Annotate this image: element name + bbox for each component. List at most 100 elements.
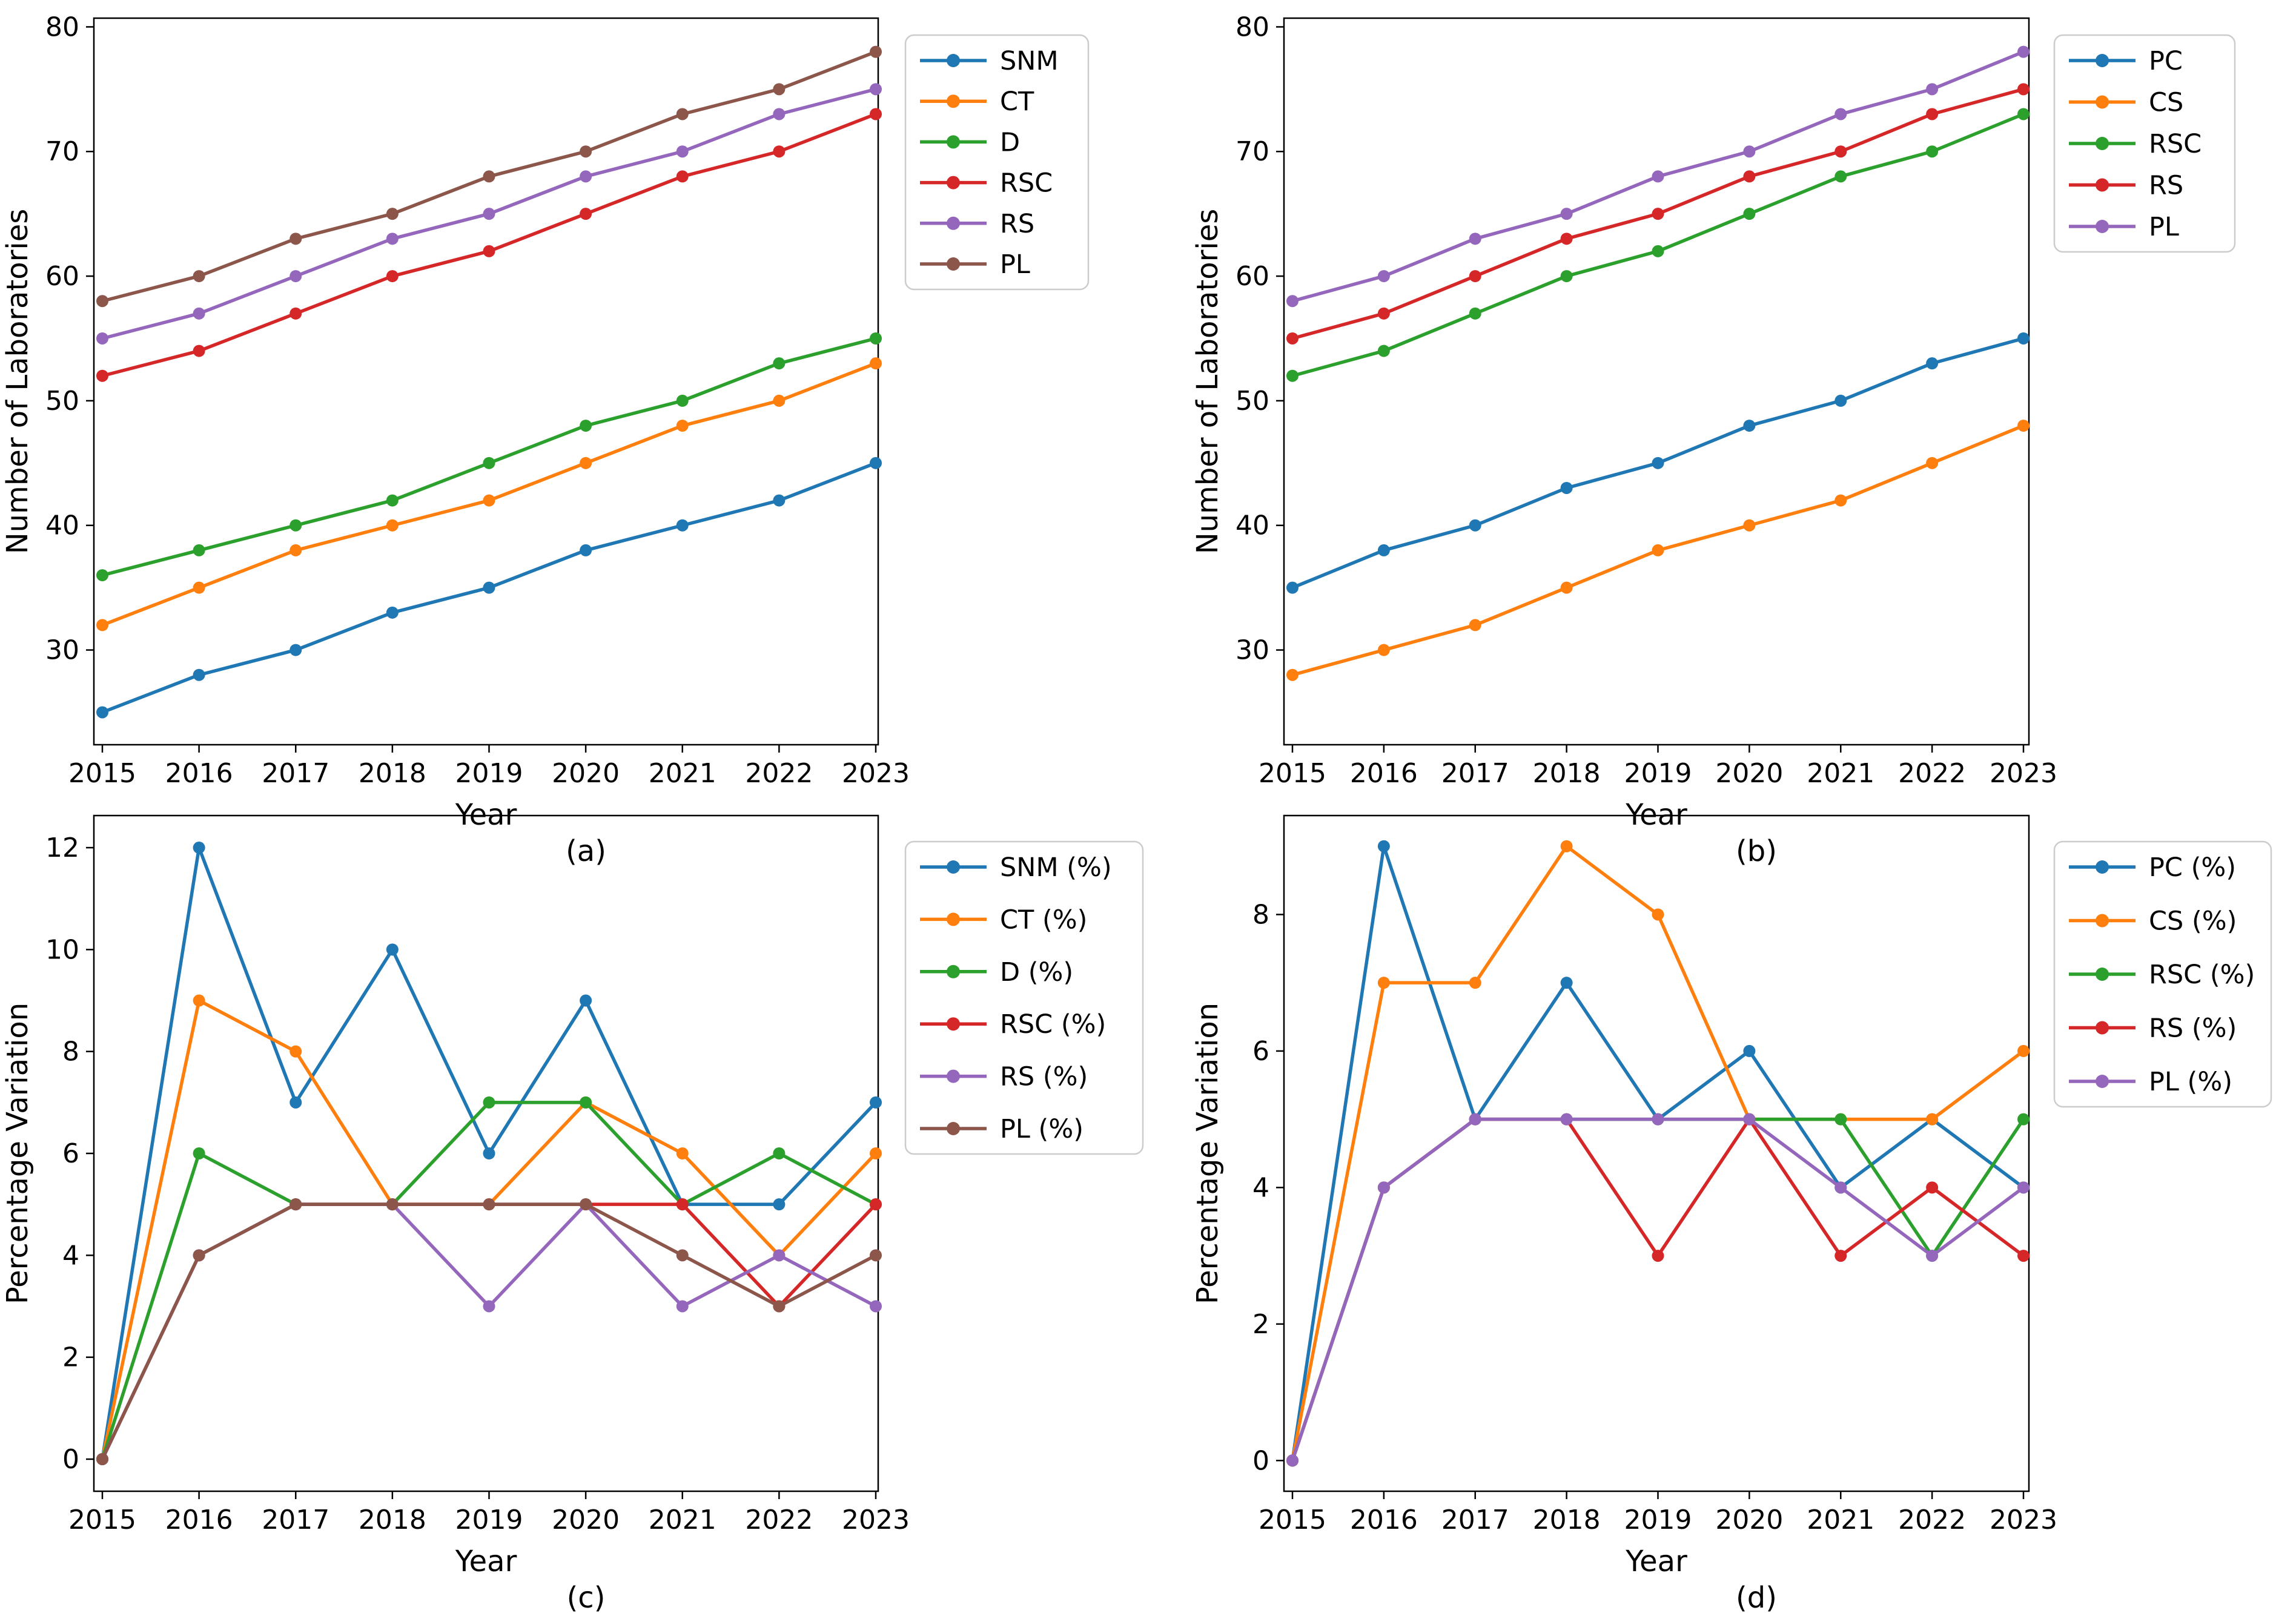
chart-a-marker (96, 706, 108, 719)
chart-a-marker (773, 83, 786, 96)
chart-d-xaxis-label: Year (1625, 1545, 1687, 1578)
chart-a-marker (386, 208, 399, 220)
chart-a-xtick-label: 2022 (745, 758, 813, 789)
chart-c-marker (483, 1096, 495, 1109)
chart-d-series-line-pl (1291, 1117, 2025, 1463)
chart-a-marker (870, 457, 882, 469)
chart-c-marker (96, 1452, 108, 1465)
chart-c-marker (580, 994, 592, 1007)
chart-a-legend-label: RS (1000, 209, 1034, 239)
chart-d-marker (1652, 1113, 1664, 1126)
chart-d-xtick-label: 2016 (1350, 1505, 1418, 1535)
chart-d-series-line-cs (1291, 844, 2025, 1463)
chart-a-marker (773, 108, 786, 120)
chart-c-marker (193, 1249, 205, 1262)
chart-b-legend-label: CS (2149, 88, 2183, 118)
chart-a-xtick-label: 2021 (649, 758, 716, 789)
chart-a-marker (870, 108, 882, 120)
chart-d-marker (1377, 840, 1390, 852)
chart-d-plot-box (1283, 814, 2030, 1492)
chart-a-marker (386, 606, 399, 619)
chart-a-marker (676, 420, 689, 432)
chart-b-legend-label: PL (2149, 212, 2179, 242)
chart-d-legend-sample-marker (2096, 968, 2109, 981)
chart-d-ytick-label: 2 (1252, 1309, 1269, 1340)
chart-b-marker (1469, 307, 1481, 320)
chart-b-yaxis-label: Number of Laboratories (1191, 209, 1225, 555)
chart-c-legend-sample-marker (947, 1069, 960, 1083)
chart-c-legend-label: D (%) (1000, 957, 1073, 988)
chart-b-ytick-label: 30 (1236, 635, 1269, 666)
chart-d-marker (1286, 1454, 1299, 1467)
chart-c-xtick-label: 2022 (745, 1505, 813, 1535)
chart-c-legend-label: RSC (%) (1000, 1009, 1106, 1040)
chart-d-xtick-label: 2015 (1259, 1505, 1326, 1535)
chart-c-legend-sample-marker (947, 860, 960, 874)
chart-a-legend-label: CT (1000, 87, 1034, 117)
chart-d-series-line-pc (1291, 844, 2025, 1463)
chart-c-series-line-pl (101, 1202, 878, 1461)
chart-a-legend-sample-marker (947, 216, 960, 230)
chart-a-ytick-label: 50 (45, 386, 79, 417)
chart-b-marker (2017, 332, 2030, 345)
chart-a-ytick-label: 80 (45, 12, 79, 42)
chart-c-marker (773, 1198, 786, 1211)
chart-a-series-line-rsc (101, 112, 878, 378)
chart-a-series-line-d (101, 337, 878, 577)
chart-d-legend-label: RS (%) (2149, 1014, 2237, 1044)
chart-d-marker (1652, 908, 1664, 921)
chart-c-marker (483, 1147, 495, 1159)
chart-b-marker (1834, 170, 1847, 183)
chart-c-xaxis-label: Year (455, 1545, 517, 1578)
chart-d-marker (1834, 1250, 1847, 1262)
chart-b-legend-label: RS (2149, 171, 2183, 201)
chart-d-ytick-label: 6 (1252, 1036, 1269, 1067)
chart-d-marker (1834, 1113, 1847, 1126)
chart-d-xtick-label: 2022 (1898, 1505, 1966, 1535)
chart-b-ytick-label: 80 (1236, 12, 1269, 42)
chart-b-marker (1560, 232, 1573, 245)
chart-c-ytick-label: 0 (62, 1444, 79, 1475)
chart-b-marker (1743, 208, 1756, 220)
chart-d-xtick-label: 2018 (1533, 1505, 1601, 1535)
chart-a-marker (870, 357, 882, 370)
chart-b-xtick-label: 2016 (1350, 758, 1418, 789)
chart-b-marker (1286, 581, 1299, 594)
chart-a-marker (289, 232, 302, 245)
chart-a-marker (289, 519, 302, 532)
chart-c-xtick-label: 2017 (262, 1505, 329, 1535)
chart-c-marker (386, 943, 399, 956)
chart-a-marker (870, 332, 882, 345)
chart-a-marker (580, 145, 592, 158)
chart-a-marker (386, 494, 399, 507)
chart-a-marker (676, 170, 689, 183)
chart-a-marker (580, 420, 592, 432)
chart-a-marker (676, 519, 689, 532)
chart-c-marker (193, 842, 205, 854)
chart-c-marker (870, 1096, 882, 1109)
chart-d-caption: (d) (1736, 1581, 1777, 1615)
chart-b-marker (1834, 145, 1847, 158)
chart-a-marker (483, 170, 495, 183)
chart-b-ytick-label: 60 (1236, 261, 1269, 292)
chart-a-ytick-label: 30 (45, 635, 79, 666)
chart-d-legend-label: PL (%) (2149, 1067, 2232, 1097)
chart-d-legend-label: RSC (%) (2149, 960, 2255, 990)
chart-b-marker (1834, 494, 1847, 507)
chart-d-yaxis-label: Percentage Variation (1191, 1003, 1225, 1304)
chart-a-marker (676, 108, 689, 120)
chart-a-xtick-label: 2023 (842, 758, 910, 789)
chart-c-legend-box (904, 840, 1144, 1155)
chart-b-xtick-label: 2015 (1259, 758, 1326, 789)
chart-d-xtick-label: 2021 (1807, 1505, 1874, 1535)
chart-d-marker (1377, 977, 1390, 989)
chart-c-series-line-rs (101, 1202, 878, 1461)
chart-b-marker (1469, 519, 1481, 532)
chart-b-marker (1377, 544, 1390, 556)
chart-c-legend-sample-marker (947, 1122, 960, 1135)
chart-c-xtick-label: 2018 (359, 1505, 426, 1535)
chart-a-marker (483, 245, 495, 257)
chart-a-xtick-label: 2016 (165, 758, 233, 789)
chart-b-marker (1286, 332, 1299, 345)
chart-c-series-line-rsc (101, 1202, 878, 1461)
